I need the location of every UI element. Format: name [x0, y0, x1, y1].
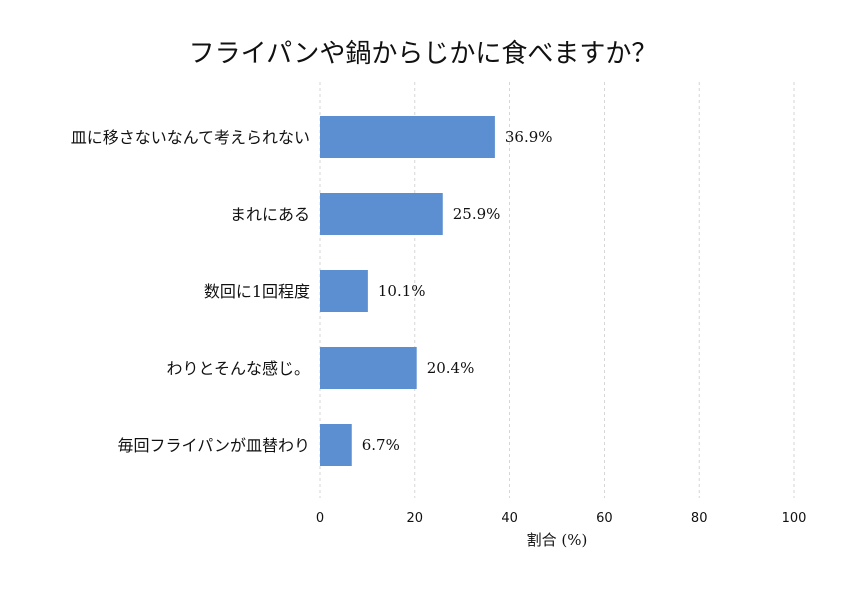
bar [320, 424, 352, 466]
value-label-layer: 36.9% 25.9% 10.1% 20.4% 6.7% [362, 128, 553, 454]
value-label: 36.9% [505, 128, 553, 146]
x-tick-label: 20 [407, 511, 424, 526]
category-label: 皿に移さないなんて考えられない [71, 128, 310, 147]
value-label: 6.7% [362, 436, 400, 454]
x-tick-label: 40 [501, 511, 518, 526]
x-tick-label: 80 [691, 511, 708, 526]
bar [320, 193, 443, 235]
bar [320, 347, 417, 389]
x-tick-label: 100 [782, 511, 807, 526]
bar [320, 116, 495, 158]
bar-layer [320, 116, 495, 466]
value-label: 10.1% [378, 282, 426, 300]
x-tick-label: 0 [316, 511, 324, 526]
category-label: 毎回フライパンが皿替わり [118, 436, 310, 455]
tick-label-layer: 0 20 40 60 80 100 [316, 511, 807, 526]
category-label-layer: 皿に移さないなんて考えられないまれにある数回に1回程度わりとそんな感じ。毎回フラ… [71, 128, 310, 455]
category-label: まれにある [230, 205, 310, 224]
bar [320, 270, 368, 312]
value-label: 25.9% [453, 205, 501, 223]
category-label: 数回に1回程度 [204, 282, 310, 301]
chart-title: フライパンや鍋からじかに食べますか？ [189, 39, 658, 69]
value-label: 20.4% [427, 359, 475, 377]
x-tick-label: 60 [596, 511, 613, 526]
category-label: わりとそんな感じ。 [166, 359, 310, 378]
x-axis-label: 割合 (%) [527, 531, 588, 549]
